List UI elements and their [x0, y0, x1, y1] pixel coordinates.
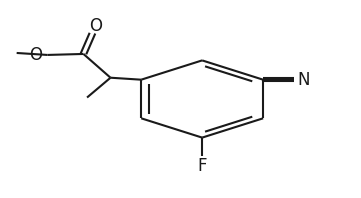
Text: O: O [90, 17, 103, 35]
Text: F: F [197, 157, 207, 175]
Text: O: O [29, 46, 42, 64]
Text: N: N [298, 71, 310, 89]
